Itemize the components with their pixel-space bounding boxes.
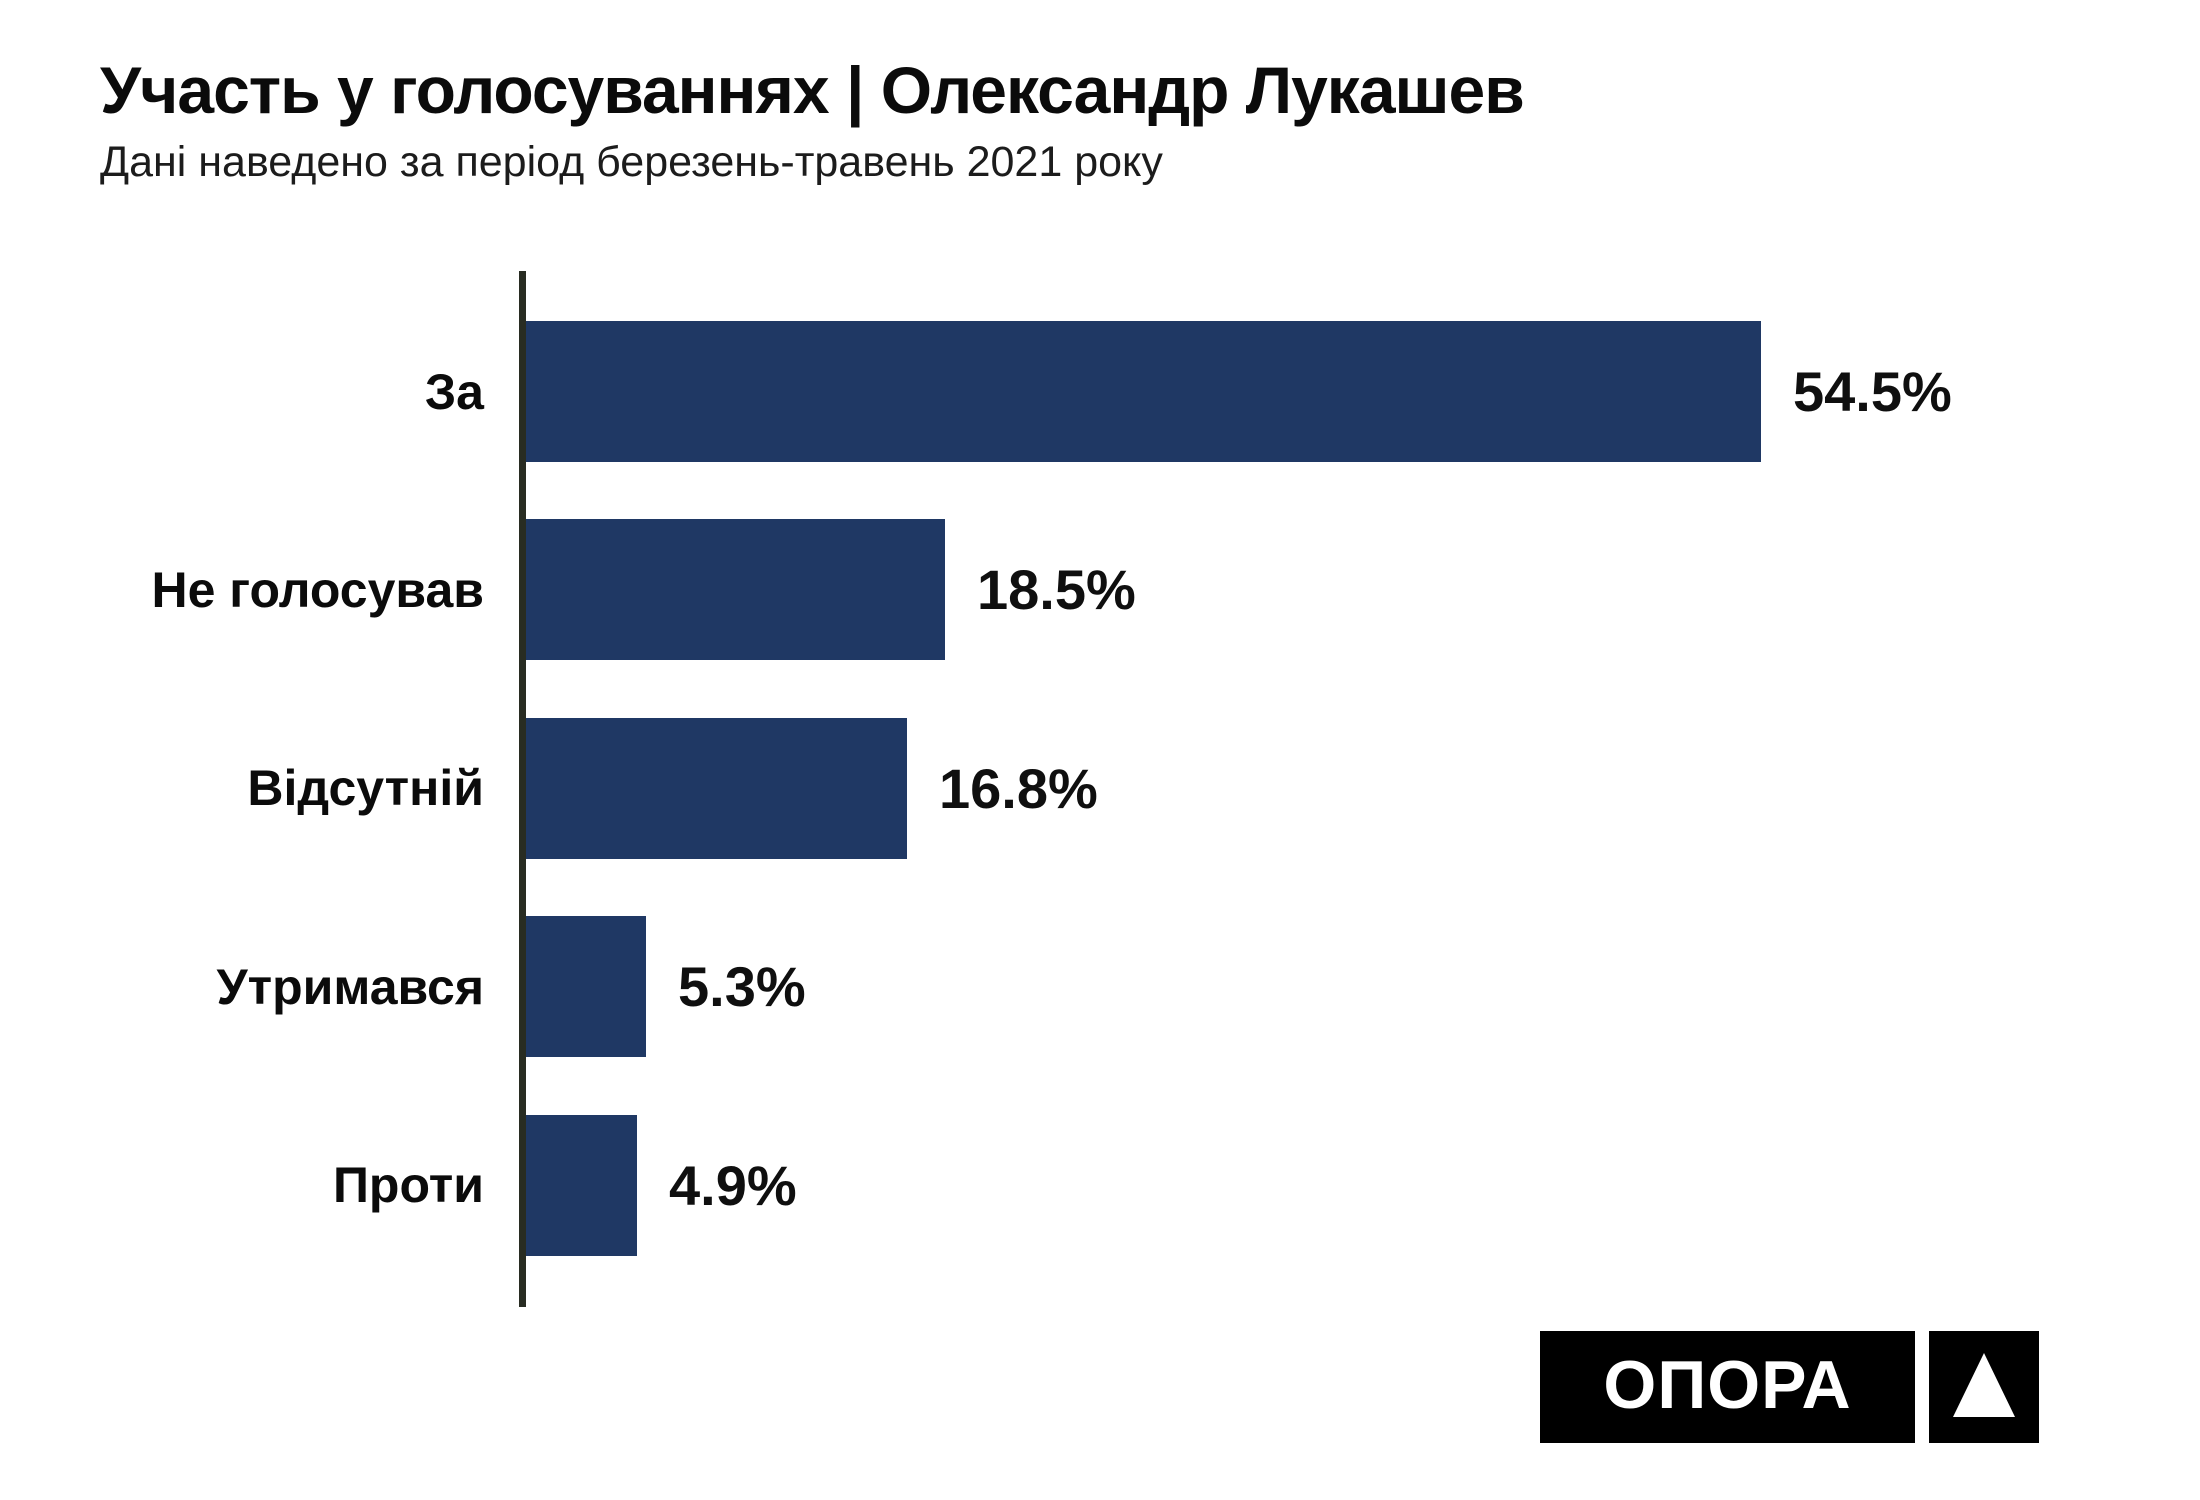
- opora-logo-symbol-box: [1929, 1331, 2039, 1443]
- bar-row: Утримався 5.3%: [0, 916, 2200, 1058]
- value-label: 54.5%: [1793, 360, 1952, 423]
- bar: [526, 519, 945, 661]
- value-label: 16.8%: [939, 756, 1098, 820]
- category-label: Не голосував: [151, 561, 485, 618]
- bar-chart: За 54.5% Не голосував 18.5% Відсутній 16.8% Ут…: [0, 271, 2200, 1307]
- opora-logo: ОПОРА: [1540, 1331, 2039, 1443]
- value-label: 18.5%: [977, 558, 1136, 622]
- opora-logo-wordmark-box: ОПОРА: [1540, 1331, 1915, 1443]
- value-label: 4.9%: [669, 1153, 797, 1217]
- page-title: Участь у голосуваннях | Олександр Лукаше…: [100, 53, 1525, 127]
- category-label: Утримався: [216, 958, 484, 1015]
- bar-row: Проти 4.9%: [0, 1114, 2200, 1256]
- page-subtitle: Дані наведено за період березень-травень…: [100, 138, 1163, 186]
- category-label: Відсутній: [247, 760, 484, 817]
- bar: [526, 717, 907, 859]
- category-label: Проти: [332, 1157, 484, 1214]
- bar-row: Відсутній 16.8%: [0, 717, 2200, 859]
- opora-logo-text: ОПОРА: [1603, 1347, 1852, 1423]
- bar: [526, 916, 646, 1058]
- y-axis-line: [519, 271, 526, 1307]
- triangle-icon: [1953, 1353, 2015, 1417]
- bar: [526, 1114, 637, 1256]
- value-label: 5.3%: [678, 955, 806, 1019]
- bar-row: За 54.5%: [0, 321, 2200, 462]
- bar-row: Не голосував 18.5%: [0, 519, 2200, 661]
- category-label: За: [424, 363, 484, 420]
- bar: [526, 321, 1761, 462]
